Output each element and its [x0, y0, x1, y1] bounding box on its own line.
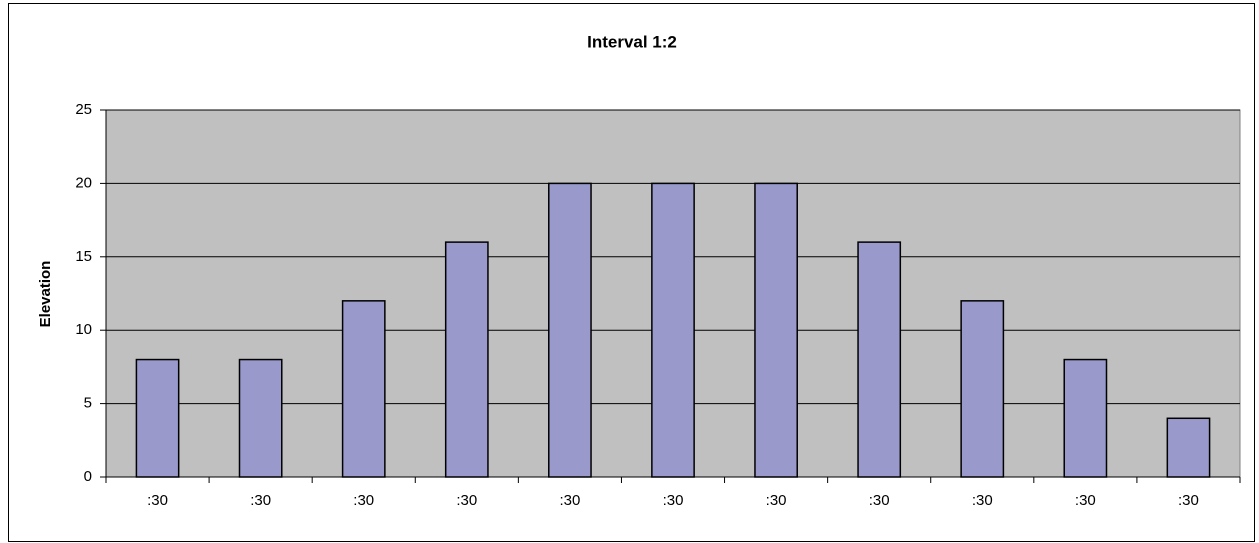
x-tick-label: :30 — [147, 492, 168, 509]
bar — [1063, 358, 1108, 478]
y-axis-title: Elevation — [37, 261, 54, 328]
chart-title: Interval 1:2 — [587, 32, 677, 51]
x-tick-label: :30 — [766, 492, 787, 509]
x-tick-label: :30 — [1178, 492, 1199, 509]
x-tick-label: :30 — [456, 492, 477, 509]
x-tick-label: :30 — [250, 492, 271, 509]
bar — [857, 241, 902, 478]
bar — [238, 358, 283, 478]
x-tick-label: :30 — [972, 492, 993, 509]
bar — [651, 182, 695, 478]
bar — [341, 300, 386, 478]
bar — [1166, 417, 1211, 478]
x-tick-label: :30 — [1075, 492, 1096, 509]
x-tick-label: :30 — [559, 492, 580, 509]
bar — [548, 182, 592, 478]
bar — [960, 300, 1005, 478]
bar — [135, 358, 180, 478]
y-tick-label: 20 — [75, 174, 92, 191]
x-tick-label: :30 — [353, 492, 374, 509]
y-tick-label: 10 — [75, 321, 92, 338]
bar — [444, 241, 489, 478]
bar — [754, 182, 798, 478]
x-tick-label: :30 — [663, 492, 684, 509]
x-tick-label: :30 — [869, 492, 890, 509]
y-tick-label: 0 — [84, 468, 92, 485]
y-tick-label: 5 — [84, 395, 92, 412]
y-tick-label: 15 — [75, 248, 92, 265]
y-tick-label: 25 — [75, 101, 92, 118]
